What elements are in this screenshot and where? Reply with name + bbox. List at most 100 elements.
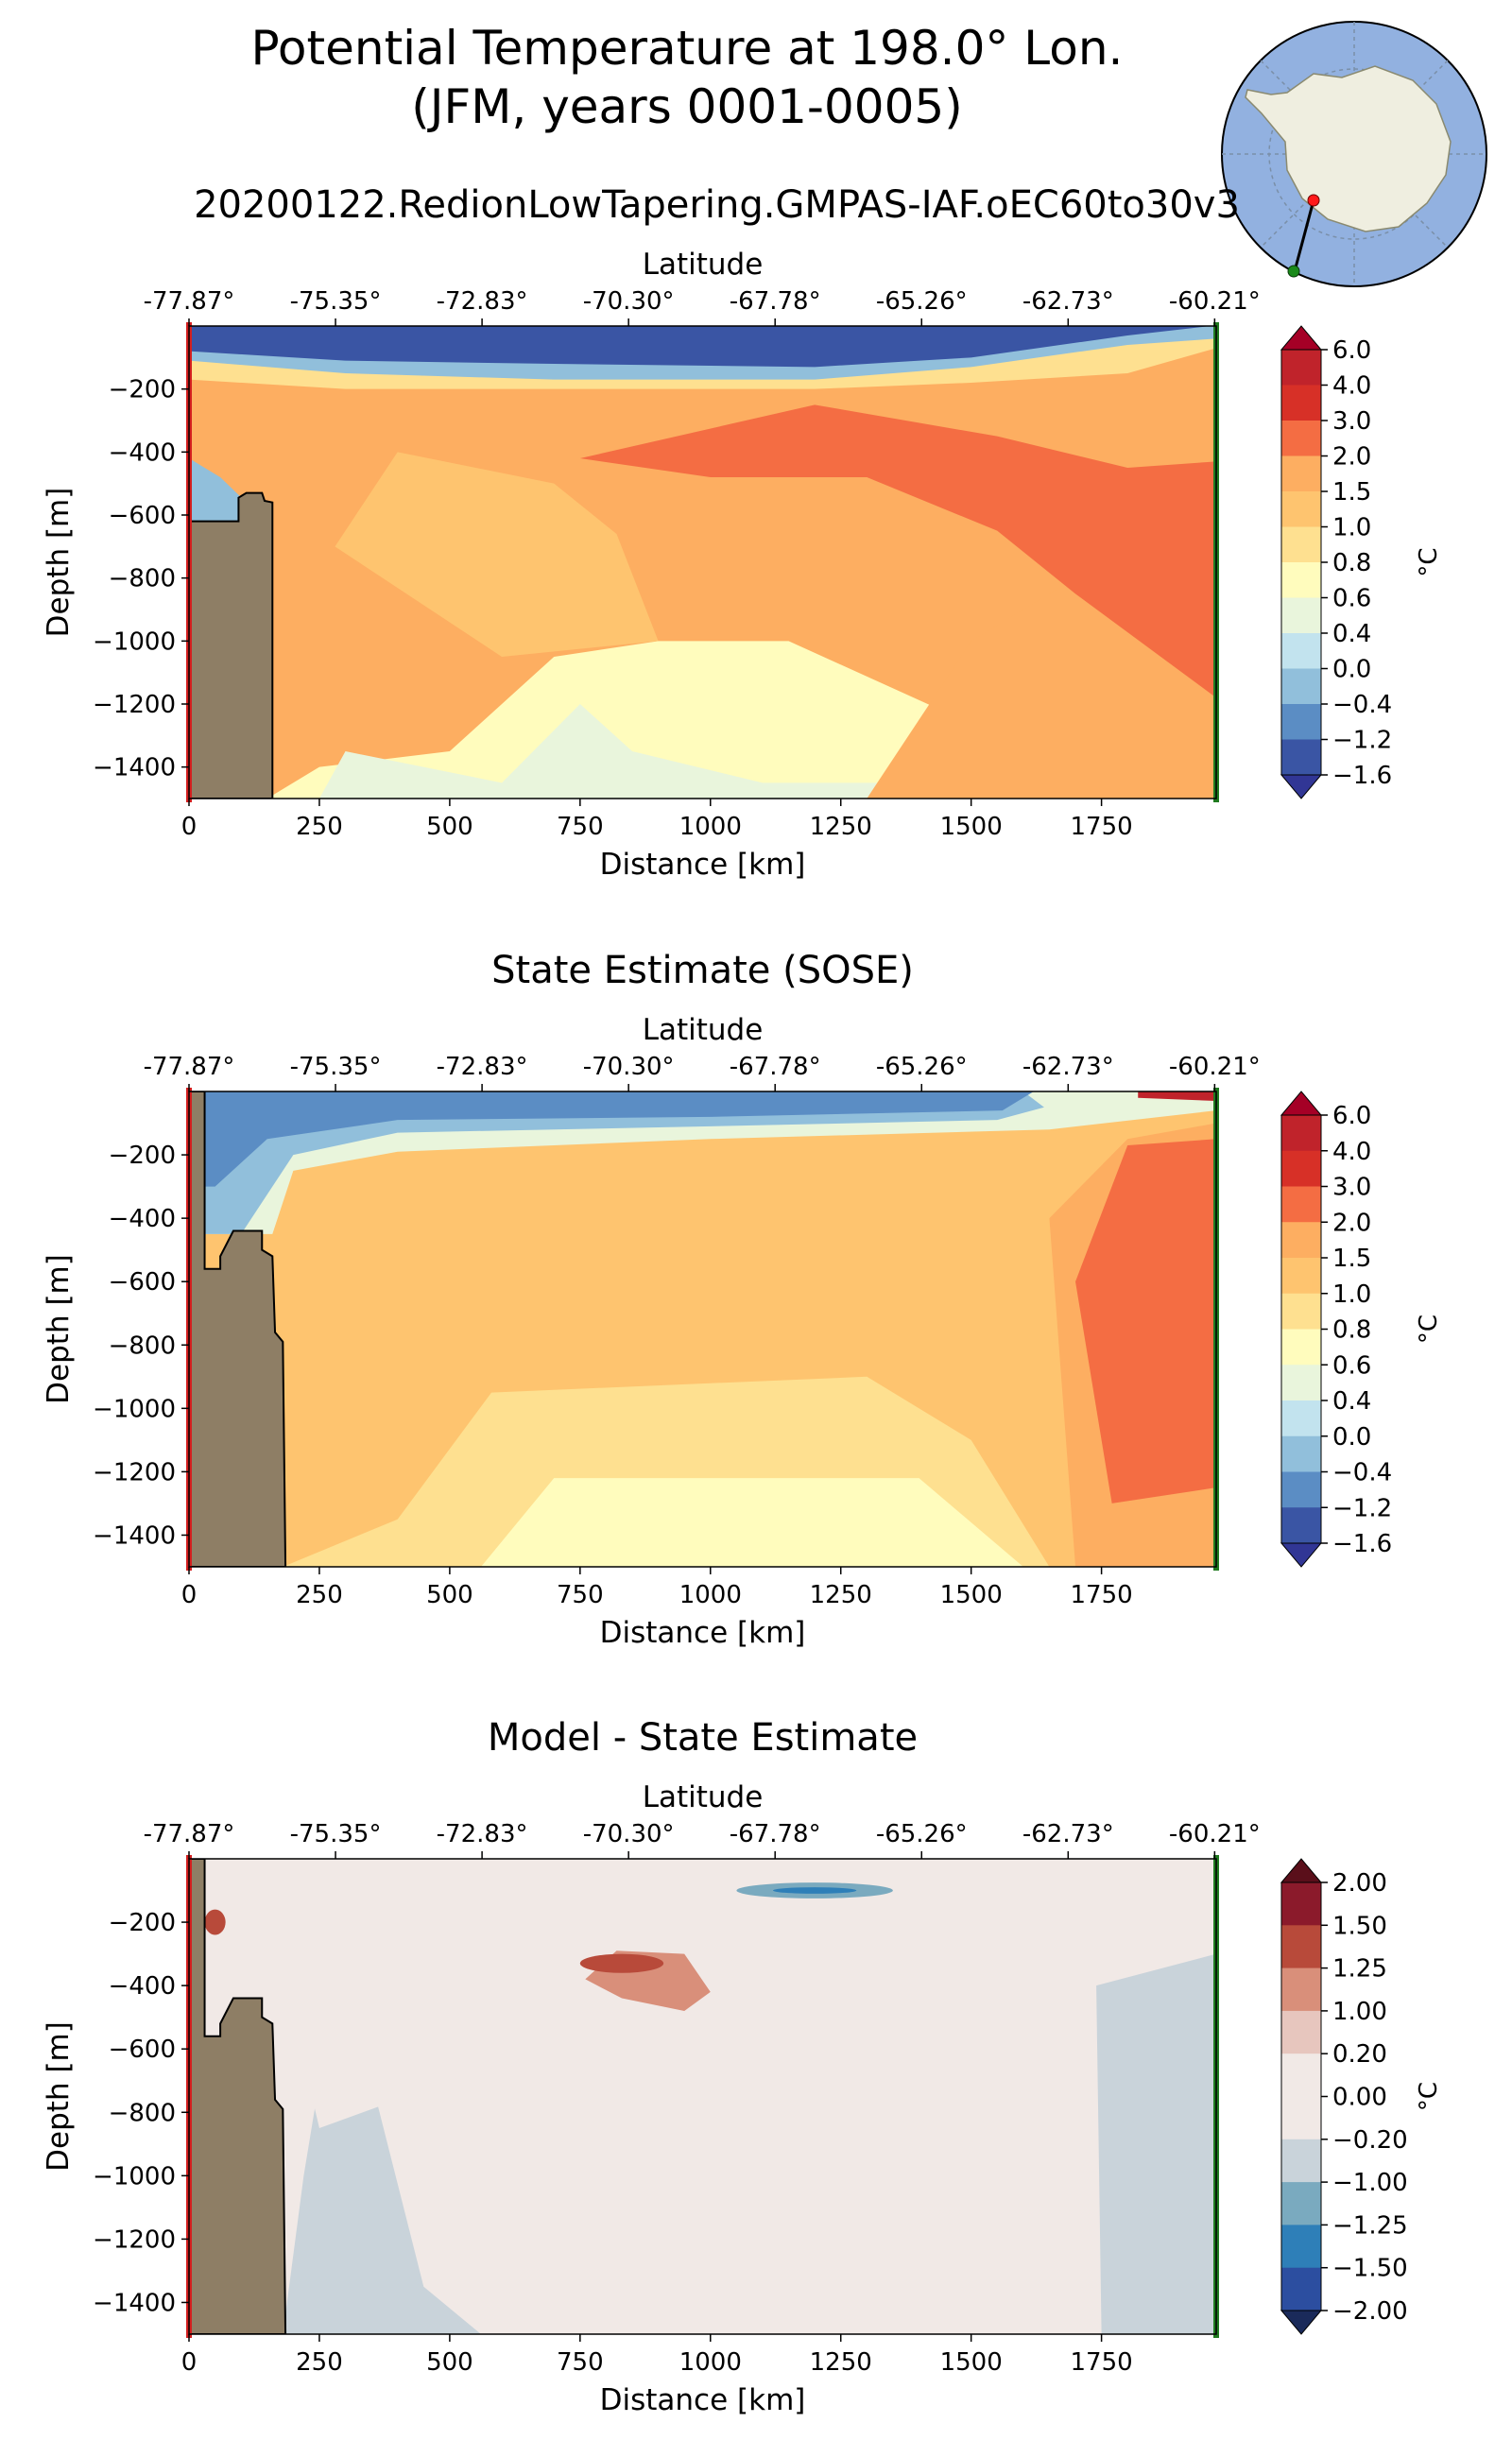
colorbar-tick-label: 1.25 [1332,1955,1387,1984]
x-tick-label: 750 [557,813,604,841]
panel-title: Model - State Estimate [488,1716,918,1760]
colorbar-tick-label: 2.0 [1332,1209,1371,1237]
colorbar-swatch [1281,1329,1321,1366]
x-axis-label: Distance [km] [600,848,806,882]
colorbar-tick-label: −2.00 [1332,2297,1408,2326]
colorbar-swatch [1281,1400,1321,1437]
colorbar-tick-label: 4.0 [1332,1138,1371,1166]
colorbar-swatch [1281,1507,1321,1544]
y-tick-label: −800 [109,2099,176,2127]
y-tick-label: −400 [109,1205,176,1233]
colorbar-tick-label: −1.00 [1332,2169,1408,2197]
lat-tick-label: -72.83° [437,1820,528,1848]
colorbar-tick-label: −1.50 [1332,2255,1408,2283]
y-axis-label: Depth [m] [42,488,76,638]
colorbar-label: °C [1415,547,1443,576]
lat-tick-label: -60.21° [1169,1053,1261,1081]
colorbar-tick-label: −0.4 [1332,1459,1392,1487]
lat-tick-label: -70.30° [583,287,675,316]
colorbar-swatch [1281,2053,1321,2097]
plot-frame [188,325,1217,799]
y-tick-label: −200 [109,1909,176,1937]
colorbar-tick-label: 4.0 [1332,372,1371,401]
x-tick-label: 250 [296,813,343,841]
colorbar-swatch [1281,1293,1321,1330]
lat-tick-label: -77.87° [144,1053,235,1081]
x-tick-label: 750 [557,1581,604,1609]
colorbar-swatch [1281,1471,1321,1508]
contour-field [189,1859,1216,2334]
x-tick-label: 500 [426,2348,473,2377]
lat-tick-label: -72.83° [437,1053,528,1081]
colorbar-tick-label: 3.0 [1332,1174,1371,1202]
colorbar-swatch [1281,455,1321,492]
colorbar-swatch [1281,704,1321,740]
panel-2: State Estimate (SOSE) Latitude 0 250 500 750 1… [42,949,1443,1650]
y-axis-label: Depth [m] [42,1254,76,1404]
panel-title: State Estimate (SOSE) [491,949,914,992]
colorbar-swatch [1281,2096,1321,2140]
lat-tick-label: -62.73° [1022,1053,1114,1081]
y-tick-label: −400 [109,1972,176,2001]
colorbar-extend-top [1280,1858,1323,1883]
y-tick-label: −1200 [93,2225,176,2254]
colorbar-tick-label: 6.0 [1332,1102,1371,1130]
colorbar-swatch [1281,526,1321,563]
colorbar-swatch [1281,2225,1321,2269]
x-tick-label: 1000 [679,813,742,841]
colorbar-tick-label: −1.2 [1332,1494,1392,1522]
colorbar-tick-label: 3.0 [1332,407,1371,436]
colorbar-swatch [1281,1882,1321,1926]
colorbar-tick-label: 1.00 [1332,1998,1387,2026]
x-tick-label: 1250 [810,1581,872,1609]
colorbar-tick-label: 0.6 [1332,585,1371,613]
seafloor-bathymetry [189,1859,287,2334]
y-tick-label: −800 [109,1332,176,1360]
colorbar-tick-label: 0.20 [1332,2040,1387,2069]
y-tick-label: −1000 [93,627,176,656]
lat-tick-label: -67.78° [730,1820,821,1848]
x-tick-label: 1250 [810,2348,872,2377]
colorbar-tick-label: −1.25 [1332,2211,1408,2240]
panels: 20200122.RedionLowTapering.GMPAS-IAF.oEC… [42,183,1443,2417]
x-axis-label: Distance [km] [600,2383,806,2417]
colorbar-swatch [1281,2139,1321,2183]
contour-field [189,1091,1216,1567]
lat-tick-label: -77.87° [144,287,235,316]
lat-tick-label: -60.21° [1169,1820,1261,1848]
lat-tick-label: -77.87° [144,1820,235,1848]
panel-1: 20200122.RedionLowTapering.GMPAS-IAF.oEC… [42,183,1443,882]
x-tick-label: 1000 [679,1581,742,1609]
y-tick-label: −1000 [93,1395,176,1423]
colorbar-swatch [1281,668,1321,705]
colorbar-tick-label: 0.4 [1332,620,1371,648]
colorbar-swatch [1281,1222,1321,1259]
lat-tick-label: -75.35° [290,1820,382,1848]
colorbar-tick-label: 0.00 [1332,2084,1387,2112]
colorbar-tick-label: −0.4 [1332,691,1392,719]
colorbar-tick-label: 0.6 [1332,1351,1371,1380]
colorbar-tick-label: 1.5 [1332,1245,1371,1273]
lat-tick-label: -62.73° [1022,1820,1114,1848]
colorbar-swatch [1281,597,1321,634]
x-tick-label: 500 [426,1581,473,1609]
lat-tick-label: -75.35° [290,287,382,316]
colorbar-tick-label: 1.5 [1332,478,1371,507]
x-tick-label: 250 [296,1581,343,1609]
y-axis-label: Depth [m] [42,2021,76,2172]
y-tick-label: −600 [109,1268,176,1297]
y-tick-label: −400 [109,438,176,467]
x-axis-label: Distance [km] [600,1616,806,1650]
x-tick-label: 1750 [1071,2348,1133,2377]
colorbar-swatch [1281,2010,1321,2054]
latitude-axis-label: Latitude [643,248,764,282]
colorbar-swatch [1281,350,1321,386]
seafloor-bathymetry [189,1091,287,1567]
colorbar-swatch [1281,2267,1321,2311]
y-tick-label: −1200 [93,691,176,719]
colorbar-extend-top [1280,325,1323,351]
colorbar: 6.0 4.0 3.0 2.0 1.5 1.0 0.8 0.6 0.4 0.0 −0.4 −1.2 −1… [1280,1091,1443,1568]
colorbar-swatch [1281,1258,1321,1295]
colorbar-swatch [1281,491,1321,527]
colorbar-tick-label: −1.6 [1332,762,1392,790]
